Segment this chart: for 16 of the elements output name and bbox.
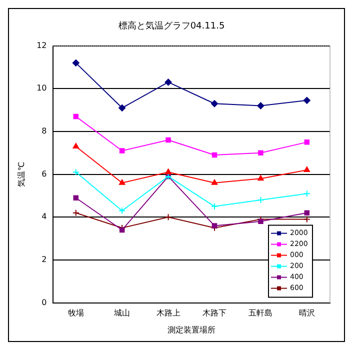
x-tick-label: 木路下	[202, 308, 226, 318]
x-tick-label: 木路上	[156, 308, 180, 318]
x-tick-label: 晴沢	[298, 308, 315, 318]
y-tick-label: 8	[42, 126, 47, 136]
x-axis-title: 測定装置場所	[167, 325, 216, 334]
chart-title: 標高と気温グラフ04.11.5	[118, 20, 225, 32]
y-tick-label: 6	[42, 169, 47, 178]
y-tick-label: 0	[42, 298, 47, 307]
y-tick-label: 10	[36, 84, 47, 93]
y-tick-label: 2	[42, 255, 47, 264]
y-tick-label: 4	[42, 212, 47, 222]
y-axis-title: 気温℃	[16, 162, 26, 187]
x-tick-label: 五軒島	[248, 308, 273, 318]
y-tick-label: 12	[36, 40, 47, 50]
x-tick-label: 牧場	[68, 308, 84, 318]
x-tick-label: 城山	[113, 308, 130, 318]
